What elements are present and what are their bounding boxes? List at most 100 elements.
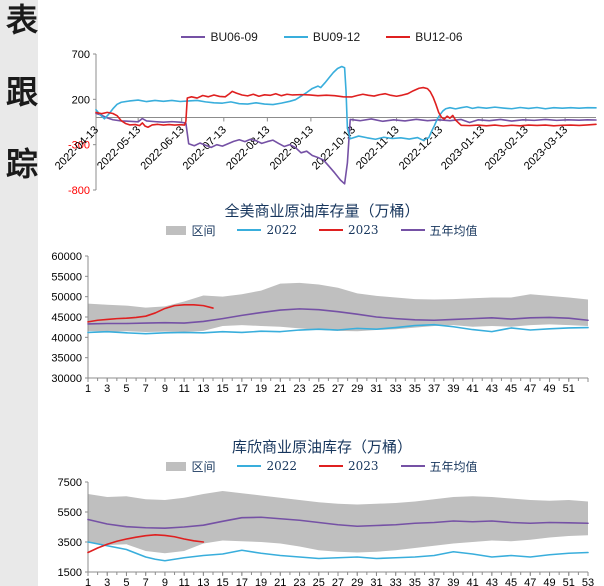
y-tick-label: 50000 <box>51 292 82 304</box>
legend-band-swatch <box>166 225 187 235</box>
series-BU09-12 <box>95 65 597 142</box>
x-tick-label: 2022-07-13 <box>181 124 229 172</box>
y-tick-label: 200 <box>72 94 90 106</box>
x-tick-label: 37 <box>428 577 440 586</box>
x-tick-label: 17 <box>236 577 248 586</box>
x-tick-label: 25 <box>313 577 325 586</box>
x-tick-label: 33 <box>390 577 402 586</box>
us-crude-inventory-chart-block: 全美商业原油库存量（万桶） 区间 2022 2023 五年均值 60000 55000 5… <box>40 200 604 400</box>
x-tick-label: 39 <box>447 383 459 395</box>
y-tick-label: 40000 <box>51 332 82 344</box>
cushing-inventory-chart-block: 库欣商业原油库存（万桶） 区间 2022 2023 五年均值 7500 5500 3500… <box>40 436 604 586</box>
y-tick-label: 3500 <box>58 537 82 549</box>
legend-label: 区间 <box>191 459 216 474</box>
legend-item-五年均值: 五年均值 <box>400 222 478 239</box>
series-五年均值 <box>87 516 589 530</box>
x-tick-label: 41 <box>466 383 478 395</box>
legend-item-区间: 区间 <box>166 458 215 475</box>
y-tick-label: -800 <box>68 185 90 197</box>
x-tick-label: 51 <box>563 577 575 586</box>
legend-item-BU09-12: BU09-12 <box>283 30 361 44</box>
x-tick-label: 27 <box>332 577 344 586</box>
legend-item-区间: 区间 <box>166 222 215 239</box>
x-tick-label: 13 <box>197 577 209 586</box>
legend-label: BU09-12 <box>312 30 361 44</box>
x-tick-label: 2023-01-13 <box>439 124 487 172</box>
x-tick-label: 2022-06-13 <box>139 124 187 172</box>
legend-line-swatch <box>400 465 425 467</box>
x-tick-label: 31 <box>370 577 382 586</box>
x-tick-label: 11 <box>178 577 189 586</box>
range-band <box>88 282 588 333</box>
legend-line-swatch <box>181 36 206 38</box>
legend-band-swatch <box>166 461 187 471</box>
y-tick-label: 7500 <box>58 477 82 489</box>
x-tick-label: 21 <box>274 383 286 395</box>
x-tick-label: 7 <box>143 577 149 586</box>
cushing-inventory-title: 库欣商业原油库存（万桶） <box>231 438 412 456</box>
us-crude-inventory-legend: 区间 2022 2023 五年均值 <box>40 222 604 238</box>
x-tick-label: 47 <box>524 383 536 395</box>
x-tick-label: 45 <box>505 383 517 395</box>
series-五年均值 <box>87 308 589 325</box>
series-2023 <box>87 533 205 554</box>
x-tick-label: 23 <box>293 383 305 395</box>
x-tick-label: 31 <box>370 383 382 395</box>
x-tick-label: 53 <box>582 577 594 586</box>
x-tick-label: 2022-12-13 <box>397 124 445 172</box>
series-BU12-06 <box>95 86 597 129</box>
x-tick-label: 45 <box>505 577 517 586</box>
x-tick-label: 25 <box>313 383 325 395</box>
x-tick-label: 3 <box>104 577 110 586</box>
y-tick-label: 35000 <box>51 353 82 365</box>
x-tick-label: 39 <box>447 577 459 586</box>
x-tick-label: 19 <box>255 577 267 586</box>
x-tick-label: 29 <box>351 383 363 395</box>
x-tick-label: 37 <box>428 383 440 395</box>
legend-item-2022: 2022 <box>237 459 297 473</box>
y-tick-label: 60000 <box>51 251 82 263</box>
x-tick-label: 49 <box>543 577 555 586</box>
legend-label: BU12-06 <box>415 30 463 44</box>
series-2023 <box>87 304 214 323</box>
legend-label: 五年均值 <box>429 459 478 474</box>
x-tick-label: 11 <box>178 383 189 395</box>
legend-line-swatch <box>319 465 343 467</box>
series-2022 <box>87 541 589 562</box>
legend-line-swatch <box>400 229 425 231</box>
x-tick-label: 49 <box>543 383 555 395</box>
x-tick-label: 5 <box>123 383 129 395</box>
x-tick-label: 2022-05-13 <box>95 124 143 172</box>
x-tick-label: 29 <box>351 577 363 586</box>
legend-label: 2022 <box>266 223 297 237</box>
x-tick-label: 13 <box>197 383 209 395</box>
x-tick-label: 1 <box>85 383 91 395</box>
x-tick-label: 2022-09-13 <box>268 124 316 172</box>
x-tick-label: 1 <box>85 577 91 586</box>
x-tick-label: 9 <box>162 577 168 586</box>
x-tick-label: 35 <box>409 577 421 586</box>
legend-line-swatch <box>237 229 262 231</box>
y-tick-label: 1500 <box>58 567 82 579</box>
y-tick-label: 30000 <box>51 373 82 385</box>
x-tick-label: 15 <box>216 577 228 586</box>
legend-item-BU06-09: BU06-09 <box>181 30 258 44</box>
x-tick-label: 2022-11-13 <box>354 124 402 172</box>
x-tick-label: 2022-08-13 <box>224 124 272 172</box>
legend-line-swatch <box>319 229 343 231</box>
y-tick-label: 55000 <box>51 271 82 283</box>
x-tick-label: 3 <box>104 383 110 395</box>
legend-label: 2023 <box>348 223 379 237</box>
legend-label: 区间 <box>191 223 216 238</box>
series-2022 <box>87 323 589 335</box>
x-tick-label: 43 <box>486 577 498 586</box>
x-tick-label: 23 <box>293 577 305 586</box>
legend-label: 五年均值 <box>429 223 478 238</box>
legend-label: 2023 <box>348 459 379 473</box>
x-tick-label: 21 <box>274 577 286 586</box>
legend-label: 2022 <box>266 459 297 473</box>
series-BU06-09 <box>95 112 597 185</box>
x-tick-label: 5 <box>123 577 129 586</box>
